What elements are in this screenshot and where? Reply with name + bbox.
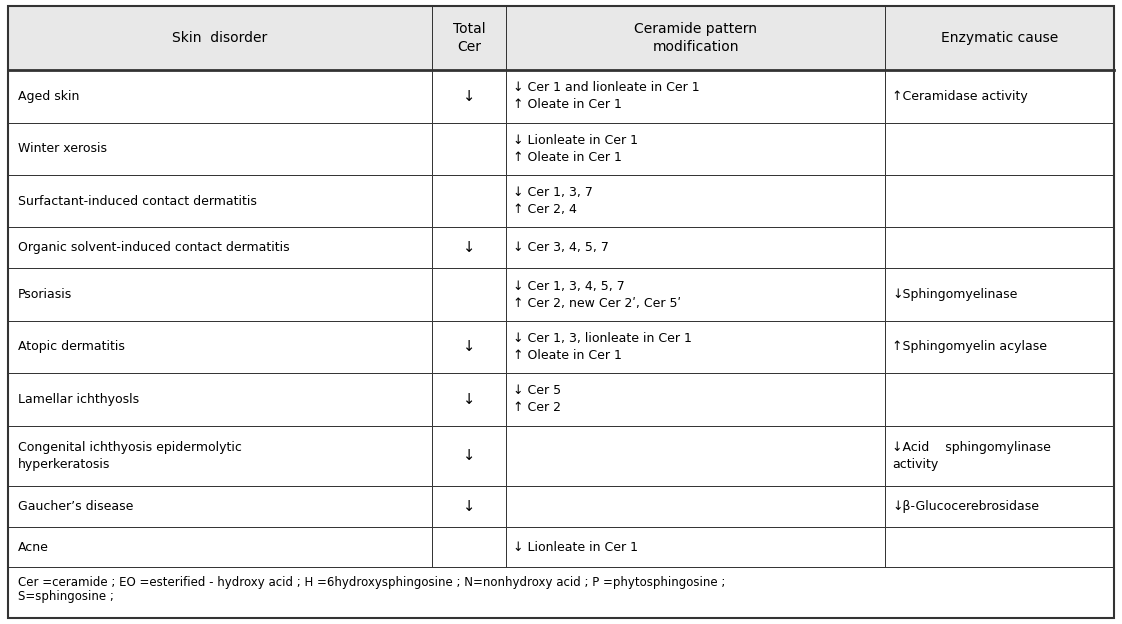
Text: Ceramide pattern
modification: Ceramide pattern modification: [634, 22, 757, 54]
Bar: [8, 426, 432, 486]
Bar: [8, 527, 432, 567]
Bar: [432, 373, 506, 426]
Bar: [432, 486, 506, 527]
Text: Organic solvent-induced contact dermatitis: Organic solvent-induced contact dermatit…: [18, 241, 289, 255]
Text: ↓ Cer 5
↑ Cer 2: ↓ Cer 5 ↑ Cer 2: [513, 384, 561, 414]
Bar: [506, 228, 885, 268]
Bar: [506, 373, 885, 426]
Text: ↓ Lionleate in Cer 1: ↓ Lionleate in Cer 1: [513, 540, 637, 553]
Bar: [432, 321, 506, 373]
Bar: [506, 70, 885, 122]
Text: ↓ Cer 1, 3, 7
↑ Cer 2, 4: ↓ Cer 1, 3, 7 ↑ Cer 2, 4: [513, 186, 592, 217]
Bar: [432, 527, 506, 567]
Bar: [885, 321, 1114, 373]
Bar: [506, 321, 885, 373]
Text: ↑Ceramidase activity: ↑Ceramidase activity: [892, 90, 1028, 103]
Bar: [432, 268, 506, 321]
Bar: [885, 426, 1114, 486]
Bar: [506, 486, 885, 527]
Text: Psoriasis: Psoriasis: [18, 288, 72, 301]
Bar: [885, 527, 1114, 567]
Text: ↓: ↓: [462, 89, 475, 104]
Text: Lamellar ichthyosls: Lamellar ichthyosls: [18, 393, 139, 406]
Text: ↓ Lionleate in Cer 1
↑ Oleate in Cer 1: ↓ Lionleate in Cer 1 ↑ Oleate in Cer 1: [513, 134, 637, 164]
Bar: [506, 6, 885, 70]
Text: ↓: ↓: [462, 392, 475, 407]
Bar: [8, 567, 1114, 618]
Bar: [506, 426, 885, 486]
Text: ↑Sphingomyelin acylase: ↑Sphingomyelin acylase: [892, 341, 1047, 353]
Text: Enzymatic cause: Enzymatic cause: [941, 31, 1058, 45]
Text: S=sphingosine ;: S=sphingosine ;: [18, 590, 113, 603]
Text: ↓: ↓: [462, 339, 475, 354]
Text: Acne: Acne: [18, 540, 49, 553]
Text: Surfactant-induced contact dermatitis: Surfactant-induced contact dermatitis: [18, 195, 257, 208]
Bar: [432, 122, 506, 175]
Bar: [8, 228, 432, 268]
Text: ↓: ↓: [462, 499, 475, 514]
Bar: [432, 70, 506, 122]
Bar: [432, 426, 506, 486]
Text: ↓Acid    sphingomylinase
activity: ↓Acid sphingomylinase activity: [892, 441, 1051, 470]
Bar: [506, 527, 885, 567]
Text: Skin  disorder: Skin disorder: [173, 31, 267, 45]
Text: ↓β-Glucocerebrosidase: ↓β-Glucocerebrosidase: [892, 500, 1039, 513]
Bar: [432, 175, 506, 228]
Bar: [8, 486, 432, 527]
Text: Winter xerosis: Winter xerosis: [18, 142, 107, 155]
Bar: [506, 268, 885, 321]
Text: Gaucher’s disease: Gaucher’s disease: [18, 500, 134, 513]
Bar: [8, 321, 432, 373]
Text: Total
Cer: Total Cer: [452, 22, 485, 54]
Text: Congenital ichthyosis epidermolytic
hyperkeratosis: Congenital ichthyosis epidermolytic hype…: [18, 441, 242, 470]
Bar: [8, 268, 432, 321]
Text: Atopic dermatitis: Atopic dermatitis: [18, 341, 125, 353]
Bar: [885, 70, 1114, 122]
Bar: [885, 175, 1114, 228]
Bar: [432, 6, 506, 70]
Text: ↓ Cer 1, 3, 4, 5, 7
↑ Cer 2, new Cer 2ʹ, Cer 5ʹ: ↓ Cer 1, 3, 4, 5, 7 ↑ Cer 2, new Cer 2ʹ,…: [513, 280, 681, 310]
Text: ↓ Cer 1 and lionleate in Cer 1
↑ Oleate in Cer 1: ↓ Cer 1 and lionleate in Cer 1 ↑ Oleate …: [513, 81, 699, 111]
Text: ↓Sphingomyelinase: ↓Sphingomyelinase: [892, 288, 1018, 301]
Bar: [8, 122, 432, 175]
Text: ↓ Cer 3, 4, 5, 7: ↓ Cer 3, 4, 5, 7: [513, 241, 608, 255]
Text: ↓: ↓: [462, 240, 475, 255]
Bar: [8, 373, 432, 426]
Text: ↓: ↓: [462, 448, 475, 463]
Text: ↓ Cer 1, 3, lionleate in Cer 1
↑ Oleate in Cer 1: ↓ Cer 1, 3, lionleate in Cer 1 ↑ Oleate …: [513, 332, 691, 362]
Text: Cer =ceramide ; EO =esterified - hydroxy acid ; H =6hydroxysphingosine ; N=nonhy: Cer =ceramide ; EO =esterified - hydroxy…: [18, 576, 726, 589]
Bar: [8, 175, 432, 228]
Bar: [885, 122, 1114, 175]
Bar: [8, 70, 432, 122]
Bar: [885, 6, 1114, 70]
Bar: [8, 6, 432, 70]
Bar: [885, 373, 1114, 426]
Bar: [432, 228, 506, 268]
Bar: [506, 122, 885, 175]
Bar: [885, 486, 1114, 527]
Text: Aged skin: Aged skin: [18, 90, 80, 103]
Bar: [885, 268, 1114, 321]
Bar: [885, 228, 1114, 268]
Bar: [506, 175, 885, 228]
